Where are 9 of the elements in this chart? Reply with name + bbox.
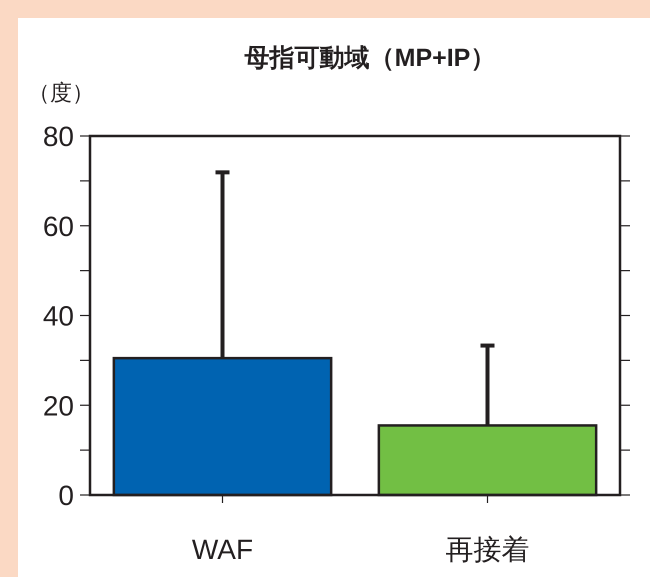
y-tick-label: 20 [42,390,74,422]
y-tick-label: 40 [42,300,74,332]
y-tick-label: 80 [42,121,74,152]
x-tick-label: WAF [192,534,254,565]
chart-title: 母指可動域（MP+IP） [244,44,496,72]
y-tick-label: 60 [42,210,74,242]
y-tick-label: 0 [58,480,74,511]
x-tick-label: 再接着 [446,534,530,565]
y-axis-title: （度） [28,80,94,105]
